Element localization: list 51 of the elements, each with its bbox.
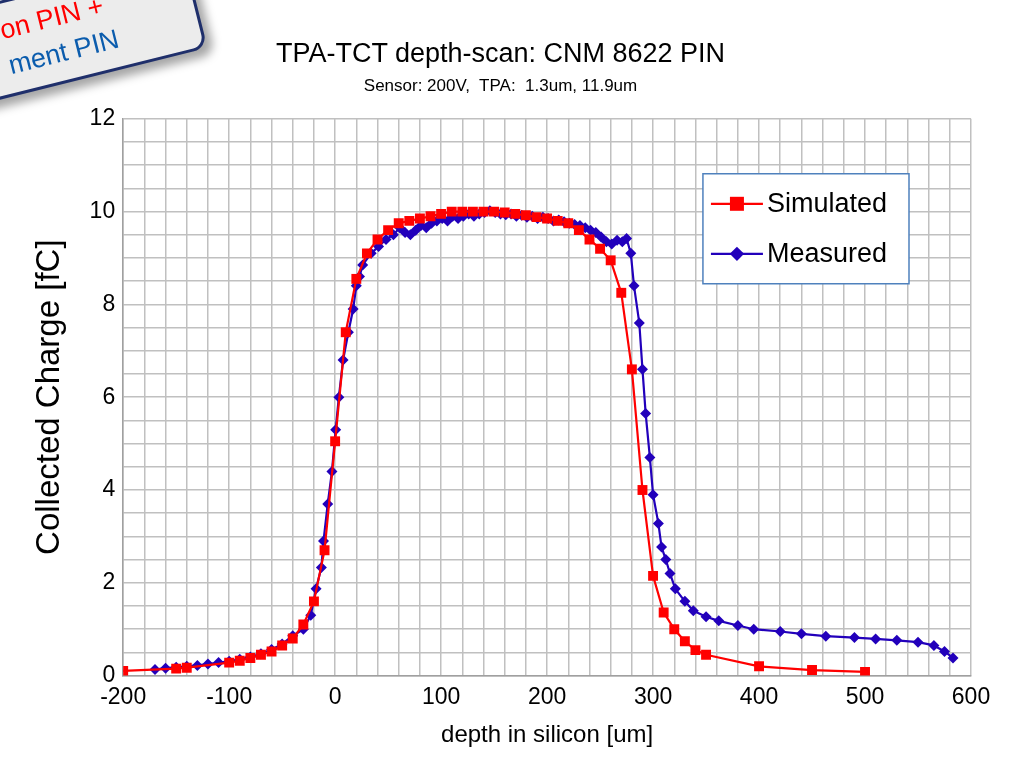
point bbox=[584, 234, 595, 245]
y-tick-label: 2 bbox=[102, 568, 116, 595]
point bbox=[330, 436, 341, 447]
legend-label: Simulated bbox=[766, 188, 888, 219]
x-tick-label: 400 bbox=[739, 682, 779, 709]
x-tick-label: 100 bbox=[421, 682, 461, 709]
point bbox=[626, 364, 637, 375]
point bbox=[404, 215, 415, 226]
y-tick-label: 12 bbox=[89, 104, 116, 131]
y-tick-label: 10 bbox=[89, 196, 116, 223]
x-tick-label: -100 bbox=[206, 682, 253, 709]
x-tick-label: 0 bbox=[328, 682, 342, 709]
point bbox=[393, 218, 404, 229]
point bbox=[860, 666, 870, 676]
y-tick-label: 4 bbox=[102, 475, 116, 502]
y-tick-label: 6 bbox=[102, 382, 116, 409]
point bbox=[467, 206, 478, 217]
point bbox=[425, 211, 436, 222]
point bbox=[616, 287, 627, 298]
point bbox=[807, 665, 817, 675]
point bbox=[754, 661, 764, 672]
point bbox=[298, 619, 309, 630]
point bbox=[446, 206, 457, 217]
point bbox=[308, 596, 319, 607]
y-axis-title: Collected Charge [fC] bbox=[28, 239, 66, 555]
point bbox=[690, 645, 701, 656]
point bbox=[669, 624, 680, 635]
x-tick-label: 500 bbox=[845, 682, 885, 709]
x-tick-label: 600 bbox=[951, 682, 991, 709]
point bbox=[658, 607, 669, 618]
y-tick-label: 8 bbox=[102, 289, 116, 316]
chart-subtitle: Sensor: 200V, TPA: 1.3um, 11.9um bbox=[363, 76, 638, 96]
legend-label: Measured bbox=[766, 238, 888, 269]
point bbox=[457, 206, 468, 217]
point bbox=[319, 545, 330, 556]
point bbox=[436, 208, 447, 219]
point bbox=[372, 234, 383, 245]
chart-title: TPA-TCT depth-scan: CNM 8622 PIN bbox=[275, 37, 726, 68]
point bbox=[414, 213, 425, 224]
point bbox=[383, 225, 394, 236]
point bbox=[679, 636, 690, 647]
x-tick-label: 300 bbox=[633, 682, 673, 709]
point bbox=[595, 243, 606, 254]
point bbox=[701, 649, 712, 660]
point bbox=[648, 570, 659, 581]
point bbox=[637, 485, 648, 495]
point bbox=[605, 255, 616, 266]
point bbox=[573, 225, 584, 236]
x-tick-label: 200 bbox=[527, 682, 567, 709]
x-axis-title: depth in silicon [um] bbox=[441, 720, 654, 748]
point bbox=[361, 248, 372, 259]
